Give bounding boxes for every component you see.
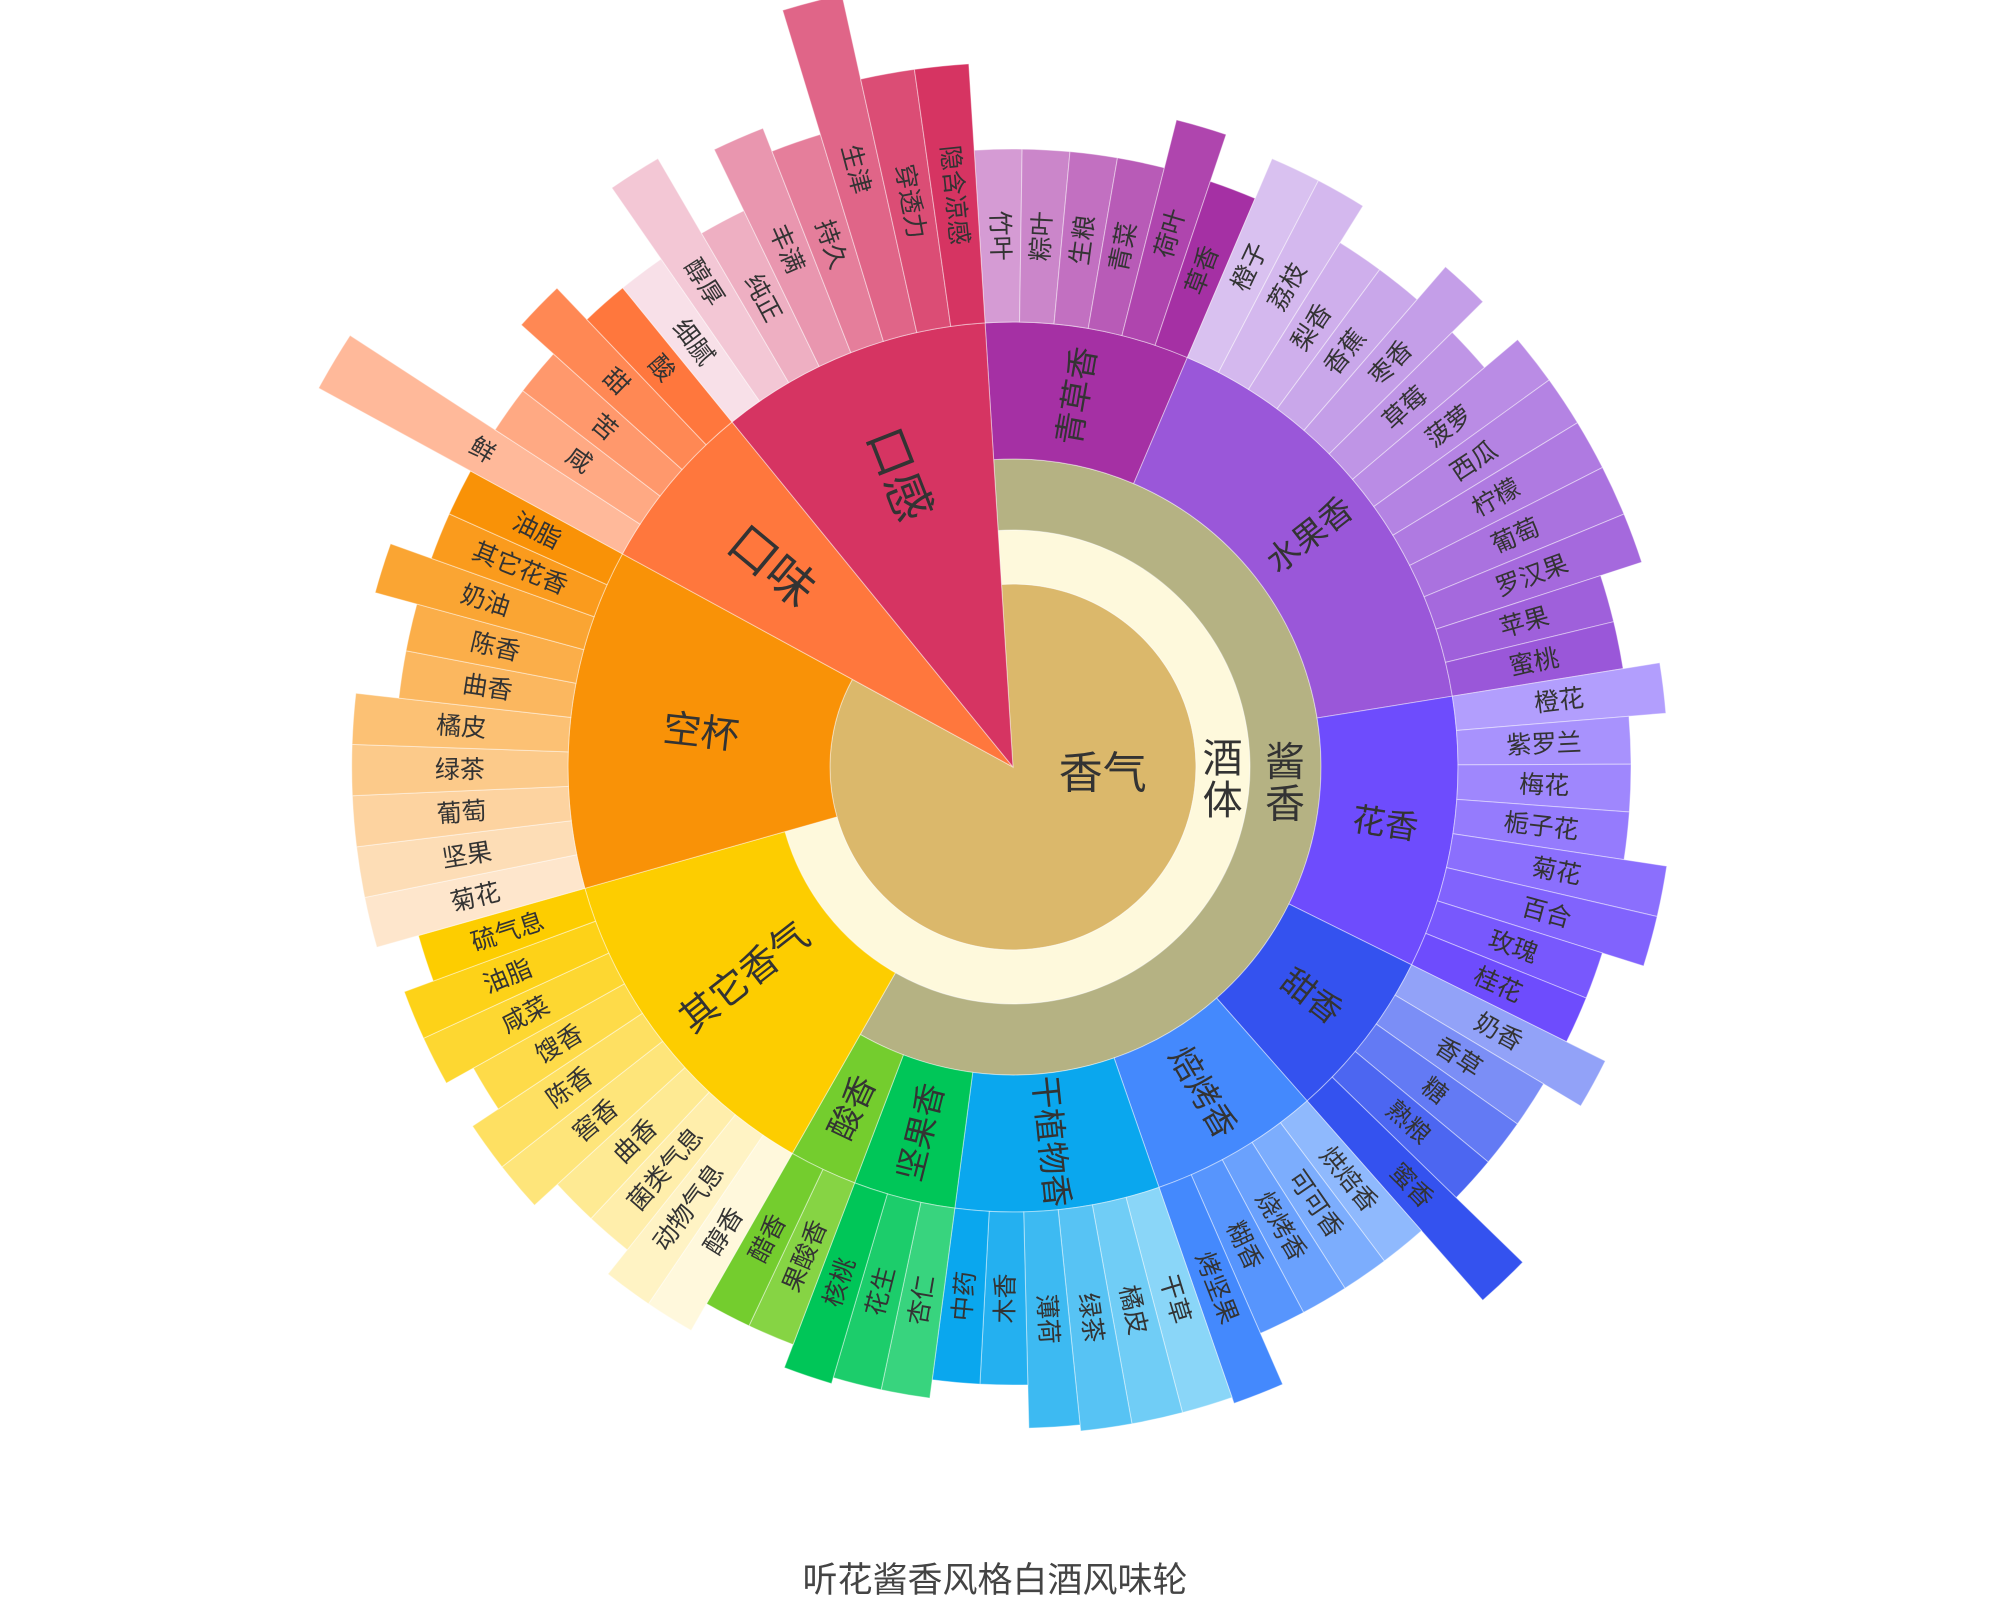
leaf-segment[interactable] <box>494 389 661 525</box>
leaf-segment[interactable] <box>356 820 578 899</box>
leaf-segment[interactable] <box>1053 151 1119 329</box>
leaf-segment[interactable] <box>1351 338 1550 508</box>
leaf-segment[interactable] <box>317 334 641 555</box>
leaf-label: 竹叶 <box>985 210 1015 261</box>
leaf-segment[interactable] <box>403 920 610 1039</box>
leaf-segment[interactable] <box>1451 662 1667 731</box>
leaf-label: 绿茶 <box>1073 1291 1109 1345</box>
category-segment[interactable] <box>984 321 1189 485</box>
leaf-label: 薄荷 <box>1032 1293 1064 1345</box>
leaf-segment[interactable] <box>1423 513 1643 630</box>
leaf-segment[interactable] <box>1373 379 1579 536</box>
leaf-label: 紫罗兰 <box>1506 728 1582 760</box>
category-label: 空杯 <box>661 706 741 758</box>
leaf-label: 生粮 <box>1065 213 1100 266</box>
ring-label: 香 <box>1265 782 1305 828</box>
category-segment[interactable] <box>621 421 1014 768</box>
leaf-segment[interactable] <box>1217 179 1364 391</box>
leaf-label: 中药 <box>947 1270 980 1322</box>
ring-label: 酒 <box>1203 736 1243 782</box>
leaf-segment[interactable] <box>1125 1186 1233 1414</box>
category-segment[interactable] <box>567 553 854 889</box>
leaf-segment[interactable] <box>1247 241 1381 410</box>
leaf-segment[interactable] <box>1154 180 1256 359</box>
leaf-segment[interactable] <box>1435 574 1615 663</box>
leaf-segment[interactable] <box>1392 422 1604 567</box>
leaf-label: 梅花 <box>1519 770 1570 801</box>
leaf-segment[interactable] <box>405 603 585 684</box>
leaf-segment[interactable] <box>351 785 572 848</box>
leaf-segment[interactable] <box>590 1091 736 1251</box>
leaf-segment[interactable] <box>1331 1050 1489 1199</box>
leaf-segment[interactable] <box>781 0 918 342</box>
leaf-segment[interactable] <box>1425 900 1603 999</box>
leaf-segment[interactable] <box>422 952 626 1084</box>
leaf-label: 橘皮 <box>435 710 487 743</box>
leaf-segment[interactable] <box>417 887 597 982</box>
category-segment[interactable] <box>731 322 1014 769</box>
leaf-segment[interactable] <box>913 63 986 327</box>
leaf-segment[interactable] <box>1436 867 1658 967</box>
leaf-segment[interactable] <box>1445 833 1668 918</box>
leaf-segment[interactable] <box>607 1113 764 1305</box>
leaf-segment[interactable] <box>832 1193 922 1391</box>
leaf-segment[interactable] <box>748 1168 856 1346</box>
leaf-segment[interactable] <box>1456 763 1632 813</box>
category-segment[interactable] <box>1133 356 1453 719</box>
leaf-segment[interactable] <box>1276 268 1418 432</box>
category-segment[interactable] <box>1113 997 1308 1188</box>
leaf-segment[interactable] <box>1190 1159 1305 1334</box>
leaf-segment[interactable] <box>1121 119 1227 346</box>
category-segment[interactable] <box>791 1033 905 1184</box>
leaf-segment[interactable] <box>1452 798 1630 861</box>
leaf-segment[interactable] <box>1354 1023 1519 1163</box>
leaf-segment[interactable] <box>351 743 569 797</box>
leaf-segment[interactable] <box>556 1066 710 1220</box>
leaf-label: 葡萄 <box>436 796 488 829</box>
leaf-segment[interactable] <box>1221 1141 1346 1314</box>
ring-label: 体 <box>1203 778 1243 824</box>
leaf-segment[interactable] <box>448 470 624 586</box>
leaf-segment[interactable] <box>647 1134 793 1332</box>
leaf-segment[interactable] <box>430 513 608 618</box>
leaf-segment[interactable] <box>1186 157 1320 373</box>
leaf-segment[interactable] <box>374 543 595 651</box>
ring-label: 酱 <box>1265 740 1305 786</box>
core-label: 香气 <box>1059 748 1147 799</box>
leaf-segment[interactable] <box>1087 157 1165 337</box>
leaf-segment[interactable] <box>979 1210 1029 1386</box>
leaf-label: 橙花 <box>1532 683 1585 718</box>
leaf-segment[interactable] <box>1023 1209 1081 1429</box>
leaf-segment[interactable] <box>520 287 707 471</box>
leaf-label: 绿茶 <box>435 755 485 784</box>
leaf-segment[interactable] <box>880 1201 956 1399</box>
category-segment[interactable] <box>584 831 897 1155</box>
leaf-segment[interactable] <box>1328 331 1486 481</box>
leaf-segment[interactable] <box>471 1012 664 1168</box>
leaf-segment[interactable] <box>501 1040 686 1207</box>
chart-title: 听花酱香风格白酒风味轮 <box>802 1561 1188 1601</box>
leaf-segment[interactable] <box>860 68 952 334</box>
leaf-label: 粽叶 <box>1026 211 1058 262</box>
leaf-segment[interactable] <box>1158 1174 1284 1404</box>
leaf-segment[interactable] <box>1019 148 1071 325</box>
leaf-label: 木香 <box>990 1273 1020 1323</box>
leaf-segment[interactable] <box>1279 1100 1423 1262</box>
leaf-segment[interactable] <box>1251 1121 1386 1289</box>
wheel-segments <box>317 0 1668 1432</box>
leaf-segment[interactable] <box>1057 1204 1133 1432</box>
